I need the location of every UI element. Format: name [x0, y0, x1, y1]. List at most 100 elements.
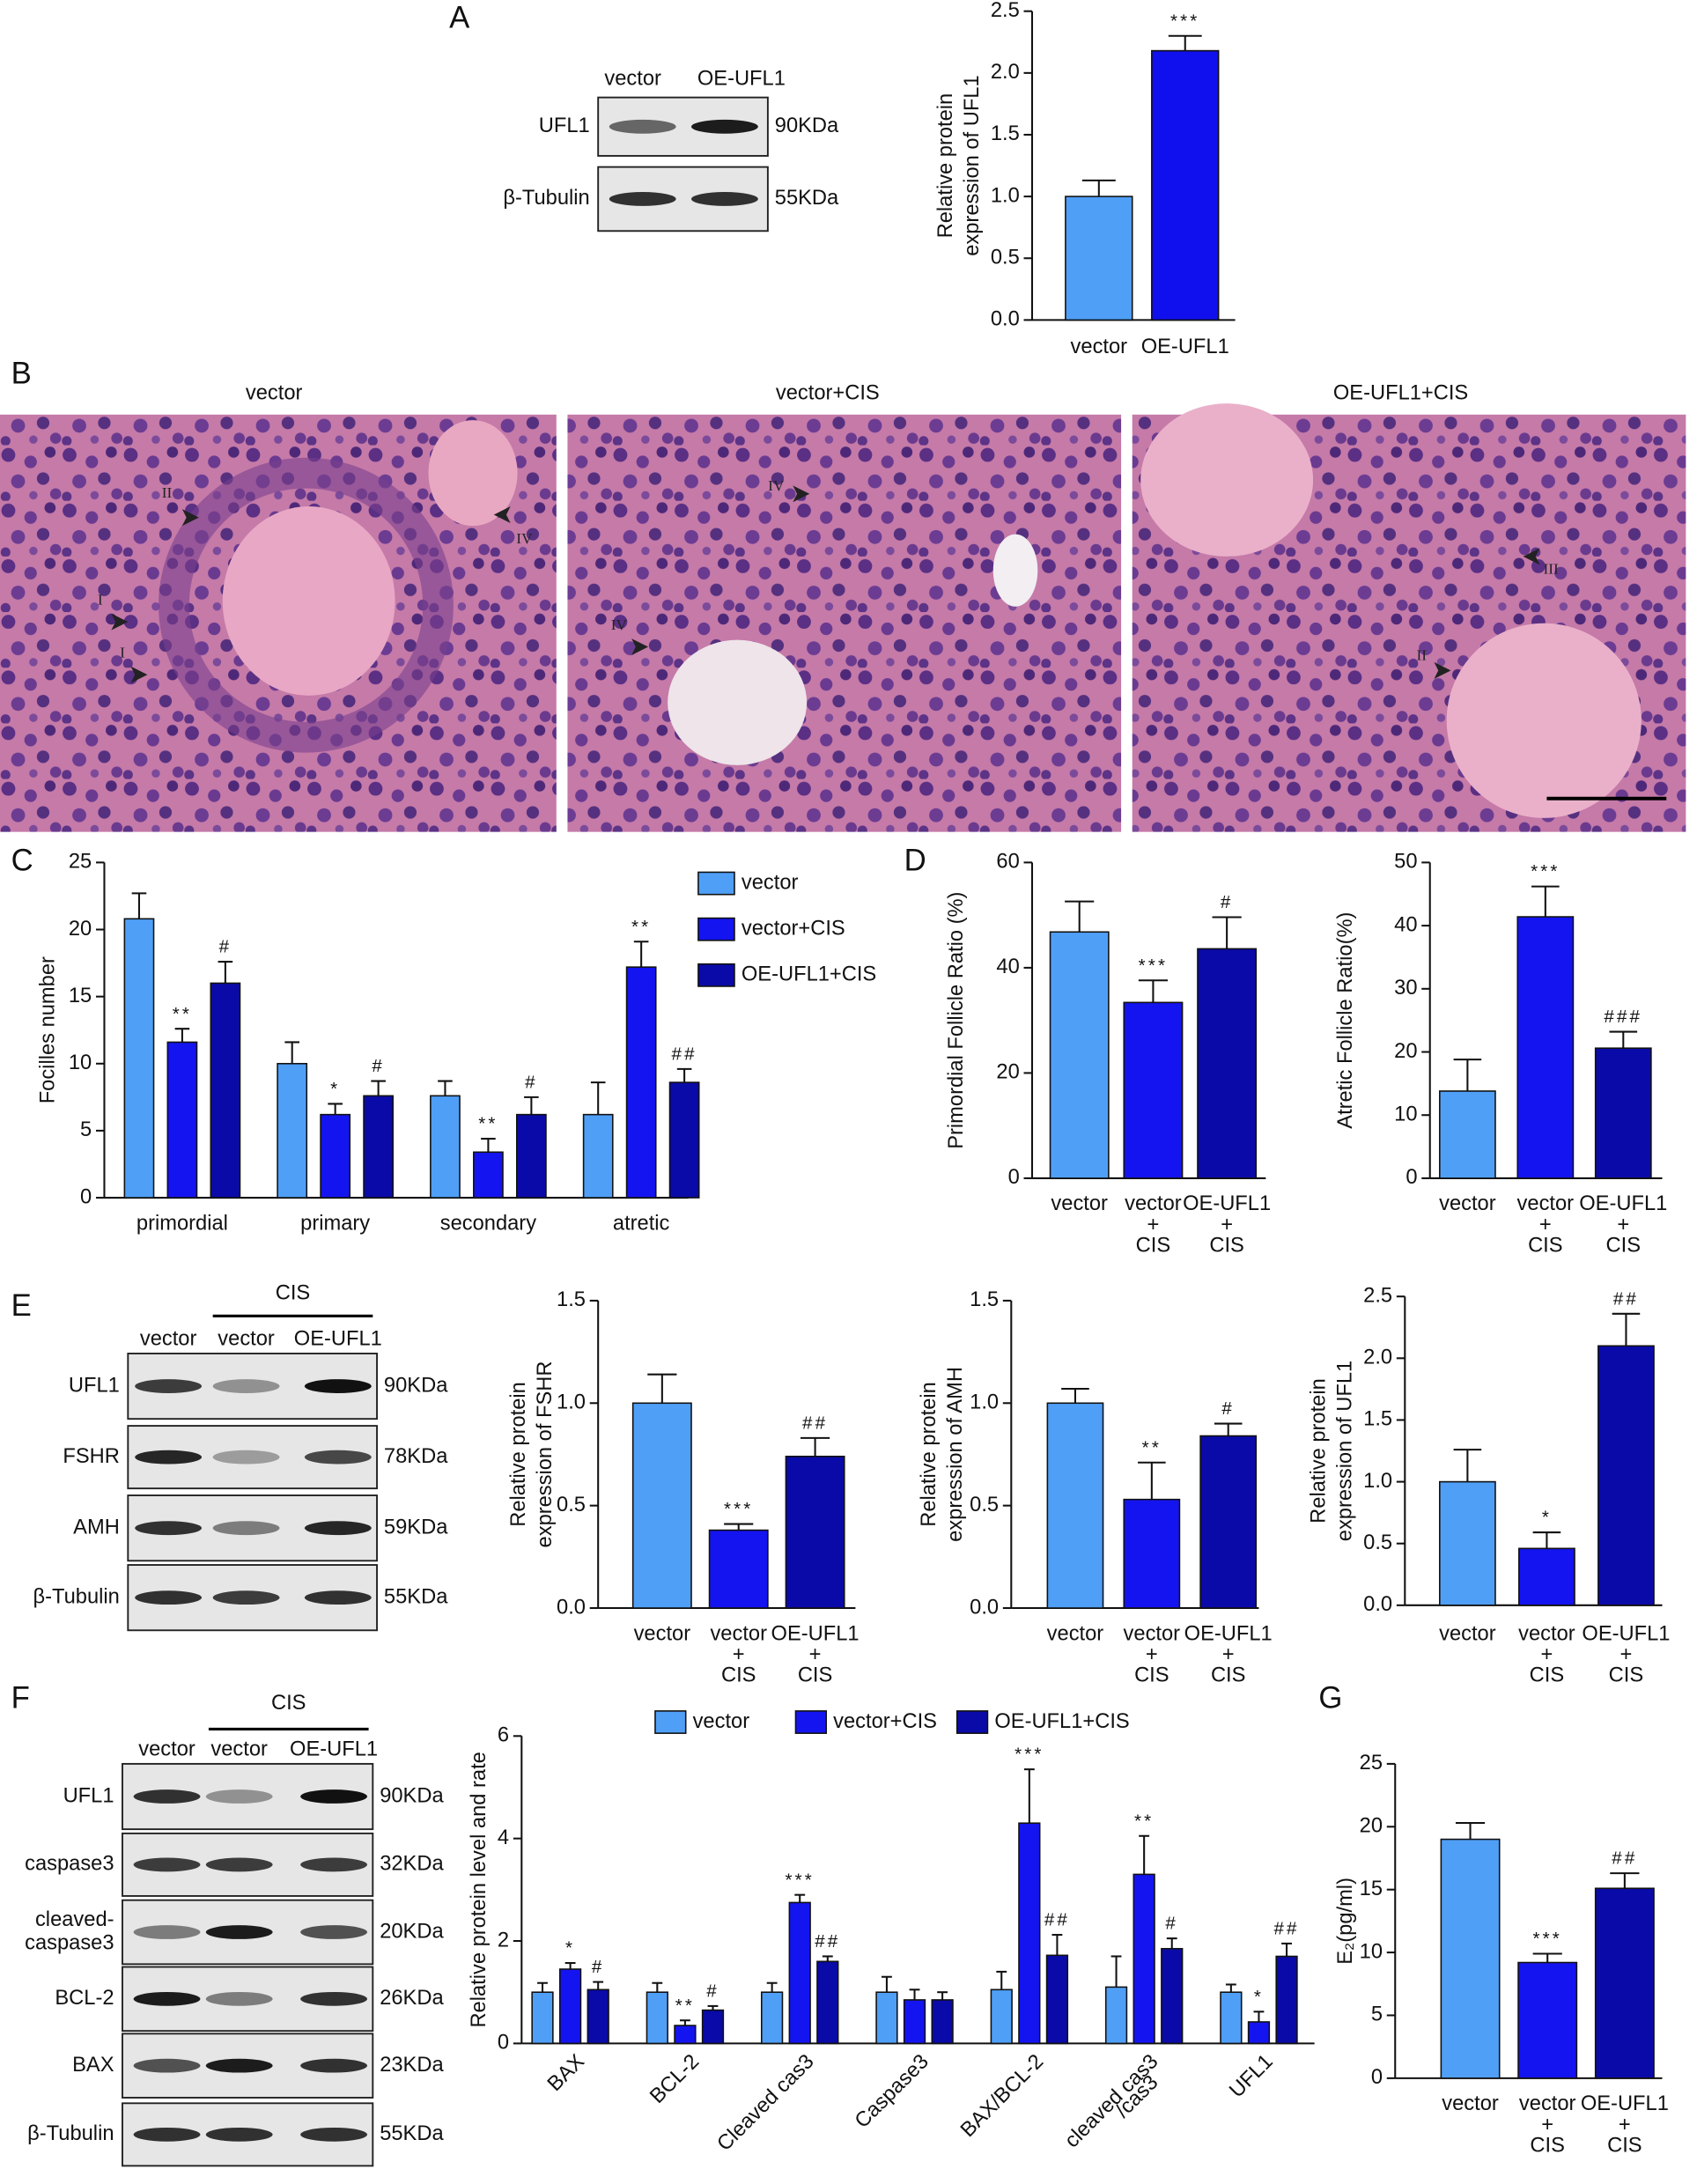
y-tick-label: 0.5 [1363, 1531, 1392, 1554]
y-tick-label: 0.5 [970, 1494, 999, 1516]
y-tick-label: 0 [80, 1185, 92, 1208]
y-axis-label: expression of FSHR [534, 1361, 557, 1547]
legend-label: vector [742, 871, 799, 894]
significance: *** [724, 1499, 753, 1519]
marker-arrow [111, 613, 129, 631]
bar [760, 1991, 784, 2045]
y-tick-label: 40 [996, 956, 1019, 978]
y-tick-label: 15 [1360, 1878, 1383, 1900]
x-tick-label: vector [1047, 1622, 1104, 1645]
blot-band [135, 1450, 203, 1465]
bar [668, 1081, 700, 1199]
y-tick-label: 50 [1394, 851, 1417, 874]
y-tick-label: 40 [1394, 913, 1417, 936]
y-tick-label: 1.0 [1363, 1470, 1392, 1493]
x-tick-label: + [1146, 1643, 1158, 1666]
significance: *** [1531, 861, 1560, 882]
size-label: 78KDa [384, 1445, 448, 1468]
size-label: 55KDa [775, 187, 839, 210]
x-tick-label: vector [634, 1622, 691, 1645]
lumen [992, 534, 1038, 607]
y-tick-label: 1.5 [557, 1288, 586, 1311]
protein-label: β-Tubulin [27, 2122, 114, 2145]
lane-label: OE-UFL1 [290, 1738, 378, 1760]
blot-band [300, 1925, 367, 1939]
y-tick-label: 5 [1371, 2003, 1383, 2026]
x-tick-label: CIS [1606, 1235, 1642, 1258]
y-tick-label: 15 [69, 985, 92, 1007]
y-tick-label: 0.0 [991, 308, 1020, 331]
y-tick-label: 5 [80, 1118, 92, 1141]
marker-arrow [631, 638, 649, 656]
x-tick-label: CIS [721, 1664, 756, 1687]
significance: *** [1532, 1929, 1561, 1949]
significance: ### [1604, 1007, 1642, 1027]
x-tick-label: OE-UFL1 [1183, 1192, 1271, 1215]
oocyte [222, 506, 395, 696]
bar [674, 2025, 697, 2045]
x-tick-label: OE-UFL1 [1184, 1622, 1273, 1645]
blot-band [133, 1789, 201, 1804]
significance: ** [675, 1996, 695, 2016]
y-tick-label: 2.5 [991, 0, 1020, 22]
significance: ## [1273, 1919, 1299, 1939]
y-tick-label: 1.0 [970, 1391, 999, 1414]
panel-letter: B [11, 358, 32, 391]
oocyte [1446, 623, 1642, 818]
micrograph-images [0, 403, 1686, 832]
x-tick-label: vector [1124, 1622, 1181, 1645]
size-label: 90KDa [380, 1784, 444, 1807]
significance: *** [1015, 1745, 1044, 1765]
blot-band [609, 119, 676, 134]
y-tick-label: 4 [498, 1826, 509, 1849]
bar [277, 1062, 308, 1199]
lane-label: vector [604, 67, 661, 90]
x-tick-label: CIS [1607, 2135, 1642, 2158]
protein-label: caspase3 [25, 1932, 114, 1955]
size-label: 59KDa [384, 1516, 448, 1538]
x-tick-label: Cleaved cas3 [713, 2050, 819, 2156]
bar [1045, 1954, 1069, 2045]
significance: *** [785, 1870, 814, 1890]
size-label: 32KDa [380, 1853, 444, 1876]
blot-band [205, 1789, 273, 1804]
blot-band [205, 1857, 273, 1872]
bar [1104, 1986, 1128, 2045]
x-tick-label: vector [1071, 336, 1128, 358]
legend-label: OE-UFL1+CIS [742, 963, 876, 986]
significance: * [1542, 1508, 1552, 1528]
x-tick-label: CIS [798, 1664, 833, 1687]
bar [990, 1988, 1013, 2045]
x-tick-label: + [1540, 1643, 1553, 1666]
bar [320, 1113, 351, 1199]
protein-label: β-Tubulin [503, 187, 589, 210]
y-tick-label: 0.0 [1363, 1593, 1392, 1616]
oocyte [428, 420, 518, 527]
follicle [159, 457, 454, 753]
bar [1439, 1090, 1496, 1179]
blot-band [212, 1521, 280, 1536]
x-tick-label: CIS [1211, 1664, 1246, 1687]
x-tick-label: + [1617, 1214, 1629, 1236]
panel-letter: G [1318, 1681, 1342, 1715]
y-tick-label: 1.5 [991, 122, 1020, 145]
y-axis-label: Relative protein level and rate [468, 1752, 491, 2027]
bar [1594, 1047, 1652, 1179]
blot-band [205, 1991, 273, 2006]
x-tick-label: + [1539, 1214, 1552, 1236]
significance: ## [1612, 1848, 1637, 1869]
y-tick-label: 1.0 [991, 184, 1020, 207]
marker-arrow [181, 509, 199, 527]
protein-label: caspase3 [25, 1853, 114, 1876]
blot-band [300, 2058, 367, 2073]
x-tick-label: + [1541, 2114, 1553, 2136]
significance: # [219, 937, 232, 957]
bar [1594, 1887, 1655, 2079]
y-tick-label: 20 [1360, 1815, 1383, 1838]
x-tick-label: + [1620, 1643, 1633, 1666]
bar [587, 1988, 609, 2045]
legend-label: vector+CIS [833, 1710, 937, 1733]
lane-label: OE-UFL1 [697, 67, 786, 90]
marker-arrow [493, 506, 511, 523]
